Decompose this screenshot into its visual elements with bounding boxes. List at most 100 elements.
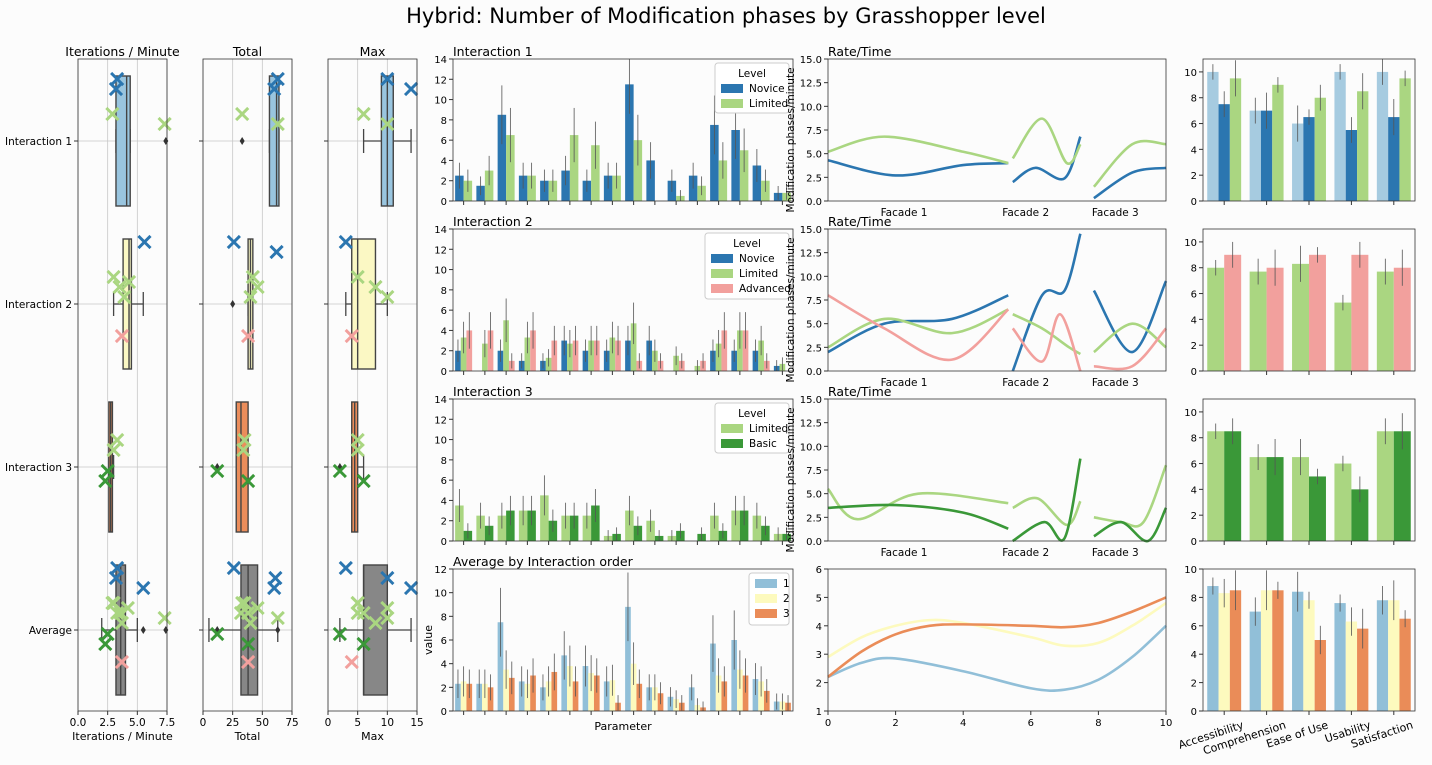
legend-label: 2 xyxy=(783,593,790,605)
tick-label: 2 xyxy=(1191,679,1197,690)
bar xyxy=(1334,603,1346,711)
boxplot-frame xyxy=(202,58,293,712)
bar xyxy=(506,135,515,201)
bar xyxy=(530,675,536,711)
tick-label: 7.5 xyxy=(159,717,176,729)
series-line xyxy=(827,503,1009,530)
tick-label: 8 xyxy=(441,612,447,623)
panel-title: Average by Interaction order xyxy=(453,554,634,569)
bar xyxy=(625,340,631,371)
bar xyxy=(588,673,594,711)
series-line xyxy=(1012,458,1082,543)
tick-label: 5.0 xyxy=(806,320,822,331)
tick-label: 10 xyxy=(434,266,447,277)
metric-panel: 0 2 4 6 8 10 xyxy=(1184,238,1411,378)
tick-label: 0 xyxy=(825,718,831,729)
x-marker xyxy=(380,71,395,87)
x-marker xyxy=(250,600,265,616)
bar xyxy=(460,337,467,371)
series-line xyxy=(827,308,1009,349)
bar-panel-frame xyxy=(452,58,794,202)
x-axis-label: Total xyxy=(234,730,261,743)
series-line xyxy=(826,488,1009,521)
bar xyxy=(582,666,589,711)
bar xyxy=(715,343,722,371)
x-marker xyxy=(226,234,241,250)
x-marker xyxy=(226,560,241,576)
bar xyxy=(561,655,568,711)
bar xyxy=(752,165,762,201)
bar-panel-frame xyxy=(452,398,794,542)
series-line xyxy=(827,294,1009,354)
x-marker xyxy=(114,615,130,631)
bar xyxy=(1229,590,1242,711)
tick-label: 12.5 xyxy=(800,419,822,430)
bar xyxy=(1376,271,1394,371)
bar xyxy=(1218,593,1230,711)
bar xyxy=(508,677,515,711)
tick-label: 10 xyxy=(1184,565,1197,576)
x-marker xyxy=(108,570,124,586)
legend-label: Limited xyxy=(739,268,778,280)
tick-label: 75 xyxy=(285,717,298,729)
boxplot-frame xyxy=(77,58,168,712)
bar xyxy=(609,337,616,371)
bar xyxy=(1272,84,1284,201)
x-marker xyxy=(237,432,252,448)
tick-label: 2 xyxy=(1191,511,1197,522)
bar xyxy=(721,330,728,371)
legend-swatch xyxy=(721,424,743,433)
legend-label: Basic xyxy=(749,438,777,450)
facade-label: Facade 2 xyxy=(1002,547,1049,559)
outlier-point xyxy=(230,300,236,308)
tick-label: 6 xyxy=(1191,460,1197,471)
x-marker xyxy=(98,473,113,489)
legend-label: 3 xyxy=(783,608,790,620)
tick-label: 2 xyxy=(892,718,898,729)
tick-label: 12.5 xyxy=(800,249,822,260)
x-marker xyxy=(110,432,125,448)
tick-label: 8 xyxy=(1191,264,1197,275)
legend-swatch xyxy=(711,284,733,293)
bar xyxy=(530,330,536,371)
tick-label: 2.5 xyxy=(806,343,822,354)
tick-label: 5.0 xyxy=(806,490,822,501)
box xyxy=(240,564,259,696)
tick-label: 2 xyxy=(441,177,447,188)
legend-label: Limited xyxy=(749,423,788,435)
x-marker xyxy=(356,636,371,652)
x-marker xyxy=(332,626,347,642)
tick-label: 14 xyxy=(434,225,447,236)
legend-box xyxy=(704,232,790,300)
bar xyxy=(1345,130,1358,201)
bar xyxy=(731,130,740,201)
tick-label: 25 xyxy=(226,717,239,729)
legend-label: Novice xyxy=(749,83,785,95)
x-marker xyxy=(403,81,419,97)
bar xyxy=(524,337,531,371)
bar xyxy=(630,663,637,711)
tick-label: 0 xyxy=(1191,707,1197,718)
bar xyxy=(527,510,536,541)
tick-label: 6 xyxy=(441,136,447,147)
tick-label: 0.0 xyxy=(806,537,822,548)
x-marker xyxy=(106,442,121,458)
tick-label: 12 xyxy=(434,565,447,576)
x-marker xyxy=(344,654,359,670)
bar xyxy=(1345,621,1358,711)
x-marker xyxy=(117,289,132,305)
bar xyxy=(551,671,558,711)
legend-label: Limited xyxy=(749,98,788,110)
x-marker xyxy=(268,570,283,586)
bar xyxy=(1376,431,1394,541)
bar xyxy=(731,640,738,711)
tick-label: 10 xyxy=(1184,238,1197,249)
bar xyxy=(1309,476,1326,541)
bar-panel-frame xyxy=(452,228,794,372)
bar xyxy=(742,330,749,371)
tick-label: 4 xyxy=(1191,650,1197,661)
